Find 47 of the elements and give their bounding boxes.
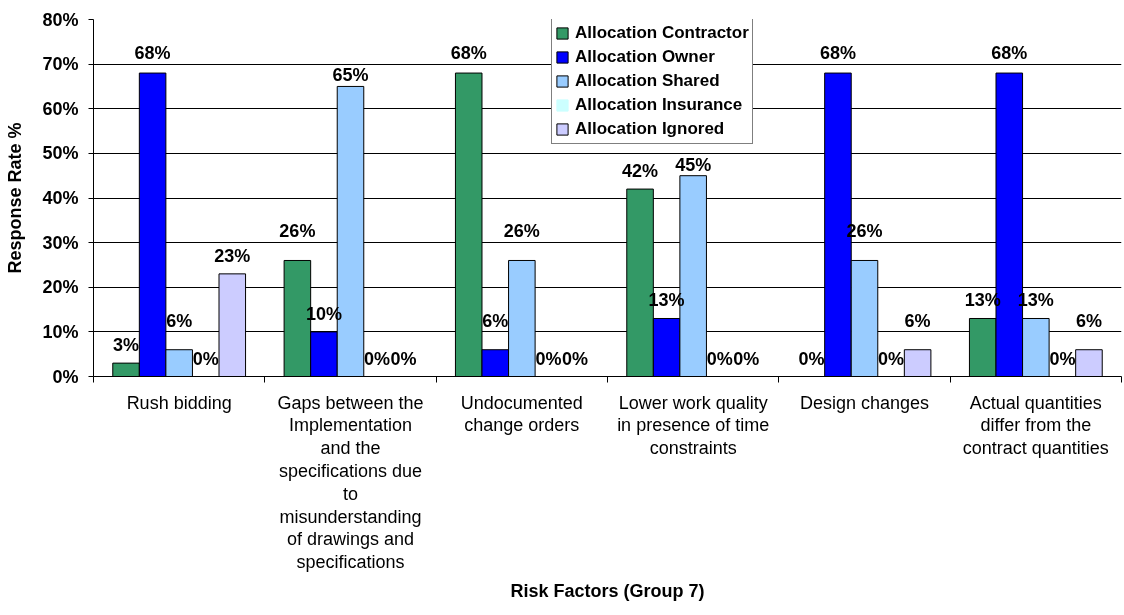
data-label: 0%: [364, 348, 391, 369]
data-label: 68%: [450, 43, 487, 64]
x-tick-label: Actual quantities differ from the contract quantities: [962, 392, 1109, 459]
y-axis-title: Response Rate %: [5, 122, 26, 274]
data-label: 6%: [166, 310, 193, 331]
y-tick-label: 70%: [42, 54, 79, 75]
data-label: 42%: [622, 161, 659, 182]
y-tick-label: 80%: [42, 9, 79, 30]
x-axis-title: Risk Factors (Group 7): [510, 581, 705, 602]
x-tick-label: Undocumented change orders: [460, 392, 583, 436]
data-label: 68%: [991, 43, 1028, 64]
data-label: 0%: [535, 348, 562, 369]
data-label: 6%: [1075, 310, 1102, 331]
y-tick-label: 10%: [42, 321, 79, 342]
y-tick-label: 50%: [42, 143, 79, 164]
data-label: 0%: [878, 348, 905, 369]
data-label: 23%: [214, 245, 251, 266]
x-tick-label: Design changes: [799, 392, 930, 413]
y-tick-label: 20%: [42, 277, 79, 298]
data-label: 6%: [904, 310, 931, 331]
y-tick-label: 60%: [42, 98, 79, 119]
legend-label: Allocation Shared: [575, 70, 720, 92]
legend-label: Allocation Contractor: [575, 22, 749, 44]
y-tick-label: 40%: [42, 188, 79, 208]
y-tick-label: 30%: [42, 232, 79, 253]
data-label: 26%: [503, 221, 540, 242]
legend-label: Allocation Owner: [575, 46, 715, 68]
data-label: 68%: [134, 43, 171, 64]
data-label: 0%: [390, 348, 417, 369]
data-label: 68%: [819, 43, 856, 64]
data-label: 0%: [561, 348, 588, 369]
legend-label: Allocation Ignored: [575, 118, 725, 140]
data-label: 0%: [733, 348, 760, 369]
data-label: 6%: [482, 310, 509, 331]
legend-label: Allocation Insurance: [575, 94, 743, 116]
x-tick-label: Rush bidding: [126, 392, 232, 413]
data-label: 0%: [192, 348, 219, 369]
data-label: 45%: [675, 154, 712, 175]
data-label: 65%: [332, 65, 369, 86]
data-label: 26%: [279, 221, 316, 242]
data-label: 0%: [1049, 348, 1076, 369]
x-tick-label: Lower work quality in presence of time constraints: [617, 392, 770, 459]
data-label: 3%: [113, 335, 140, 356]
data-label: 0%: [706, 348, 733, 369]
data-label: 0%: [798, 348, 825, 369]
y-tick-label: 0%: [52, 366, 79, 387]
x-tick-label: Gaps between the Implementation and the specifications due to misunderstanding of drawings and specifications: [277, 392, 424, 573]
